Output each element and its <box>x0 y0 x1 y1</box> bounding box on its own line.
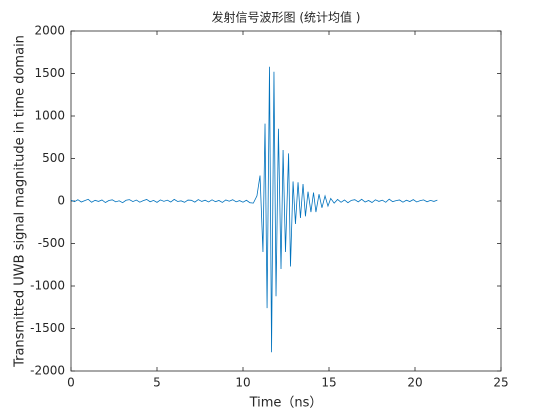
x-tick-label: 15 <box>321 376 336 390</box>
x-tick-label: 5 <box>153 376 161 390</box>
x-axis-label: Time（ns） <box>249 396 323 411</box>
x-tick-label: 25 <box>493 376 508 390</box>
series-line <box>70 66 438 353</box>
chart-title: 发射信号波形图 (统计均值 ) <box>212 10 361 25</box>
y-axis-label: Transmitted UWB signal magnitude in time… <box>13 35 28 368</box>
y-tick-label: 2000 <box>34 24 65 38</box>
y-tick-label: 1000 <box>34 109 65 123</box>
y-tick-label: -1500 <box>30 321 65 335</box>
y-tick-label: -1000 <box>30 279 65 293</box>
y-tick-label: 500 <box>42 151 65 165</box>
y-tick-label: 1500 <box>34 66 65 80</box>
y-tick-label: -2000 <box>30 364 65 378</box>
x-tick-label: 0 <box>67 376 75 390</box>
y-tick-label: 0 <box>57 194 65 208</box>
y-tick-label: -500 <box>38 236 65 250</box>
x-tick-label: 20 <box>407 376 422 390</box>
plot-box <box>70 30 502 372</box>
x-tick-label: 10 <box>235 376 250 390</box>
